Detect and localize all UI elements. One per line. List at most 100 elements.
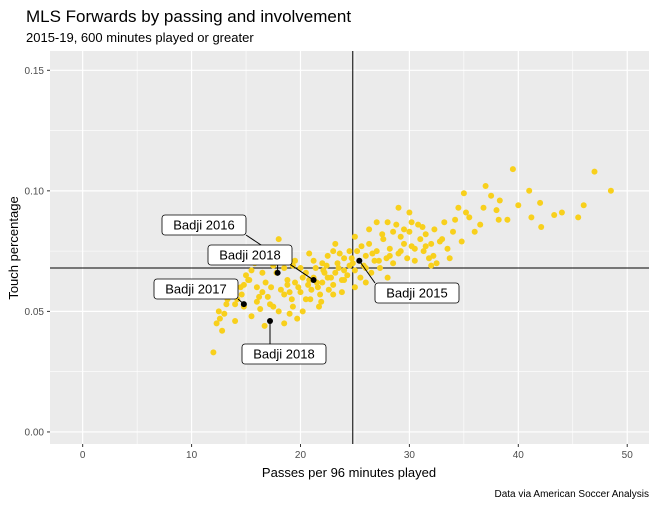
scatter-point <box>305 281 312 288</box>
scatter-point <box>377 265 383 271</box>
y-tick-label: 0.05 <box>25 307 45 318</box>
scatter-point <box>341 277 348 283</box>
scatter-point <box>397 233 404 240</box>
scatter-point <box>362 265 369 271</box>
scatter-point <box>375 257 382 264</box>
scatter-point <box>366 226 373 233</box>
scatter-point <box>341 267 348 274</box>
scatter-point <box>422 243 429 250</box>
scatter-point <box>281 291 288 298</box>
scatter-point <box>334 260 341 267</box>
scatter-point <box>401 240 407 247</box>
scatter-point <box>341 255 348 262</box>
scatter-point <box>275 236 282 243</box>
scatter-point <box>386 245 393 252</box>
scatter-point <box>330 248 337 255</box>
scatter-point <box>351 267 358 274</box>
scatter-point <box>450 228 456 235</box>
scatter-point <box>482 183 489 189</box>
scatter-point <box>259 269 266 276</box>
scatter-point <box>248 313 255 320</box>
scatter-point <box>297 289 304 296</box>
scatter-point <box>319 260 326 267</box>
scatter-point <box>215 308 222 315</box>
scatter-point <box>419 224 426 230</box>
scatter-point <box>384 274 391 281</box>
scatter-point <box>336 250 343 257</box>
scatter-point <box>210 349 217 356</box>
scatter-point <box>480 204 487 211</box>
x-tick-label: 20 <box>295 450 307 461</box>
scatter-point <box>537 199 544 206</box>
scatter-point <box>294 315 301 322</box>
scatter-point <box>219 327 226 334</box>
scatter-point <box>455 204 462 211</box>
scatter-point <box>281 265 288 271</box>
scatter-point <box>243 272 249 279</box>
scatter-point <box>466 214 473 221</box>
scatter-point <box>316 303 322 310</box>
scatter-point <box>607 187 614 194</box>
scatter-point <box>411 257 418 264</box>
scatter-point <box>310 257 317 264</box>
scatter-point <box>493 207 500 214</box>
scatter-point <box>320 267 327 274</box>
annotation-label: Badji 2015 <box>386 286 447 301</box>
scatter-point <box>253 298 260 305</box>
scatter-point <box>431 226 438 233</box>
scatter-point <box>401 226 407 233</box>
scatter-point <box>292 279 298 286</box>
scatter-point <box>558 209 565 216</box>
scatter-point <box>362 252 369 259</box>
scatter-point <box>319 279 326 286</box>
scatter-point <box>289 303 296 310</box>
x-axis-title: Passes per 96 minutes played <box>262 465 436 480</box>
chart-subtitle: 2015-19, 600 minutes played or greater <box>26 30 254 45</box>
scatter-point <box>390 260 397 267</box>
scatter-point <box>264 293 271 300</box>
scatter-point <box>295 284 302 291</box>
scatter-point <box>318 298 325 305</box>
scatter-point <box>297 265 304 271</box>
scatter-point <box>344 272 351 279</box>
annotation-box <box>207 244 293 266</box>
annotation-label: Badji 2018 <box>253 347 314 362</box>
x-axis-ticks: 0 10 20 30 40 50 <box>80 444 633 461</box>
scatter-point <box>286 289 293 296</box>
scatter-point <box>256 293 263 300</box>
scatter-point <box>422 231 429 238</box>
scatter-point <box>386 252 393 259</box>
scatter-point <box>471 228 478 235</box>
scatter-point <box>248 267 255 274</box>
scatter-point <box>371 257 378 264</box>
scatter-point <box>404 255 411 262</box>
scatter-point <box>216 315 223 322</box>
scatter-point <box>591 168 598 175</box>
scatter-point <box>551 212 558 218</box>
scatter-point <box>433 260 440 267</box>
scatter-point <box>411 245 418 252</box>
scatter-point <box>351 233 358 240</box>
scatter-point <box>292 257 298 264</box>
scatter-point <box>346 248 353 255</box>
scatter-point <box>284 281 291 288</box>
x-tick-label: 50 <box>622 450 634 461</box>
scatter-point <box>397 248 404 255</box>
scatter-point <box>575 214 582 221</box>
annotation-label: Badji 2018 <box>219 248 280 263</box>
y-tick-label: 0.10 <box>25 186 45 197</box>
scatter-point <box>420 248 427 255</box>
scatter-point <box>496 197 503 204</box>
annotation-box <box>153 278 239 300</box>
scatter-point <box>351 284 358 291</box>
x-tick-label: 0 <box>80 450 86 461</box>
scatter-point <box>504 216 511 223</box>
scatter-point <box>446 255 453 262</box>
annotation-label: Badji 2016 <box>173 218 234 233</box>
scatter-point <box>477 221 484 228</box>
scatter-point <box>439 236 446 243</box>
scatter-point <box>444 245 451 252</box>
scatter-point <box>302 296 309 303</box>
scatter-point <box>452 216 459 223</box>
